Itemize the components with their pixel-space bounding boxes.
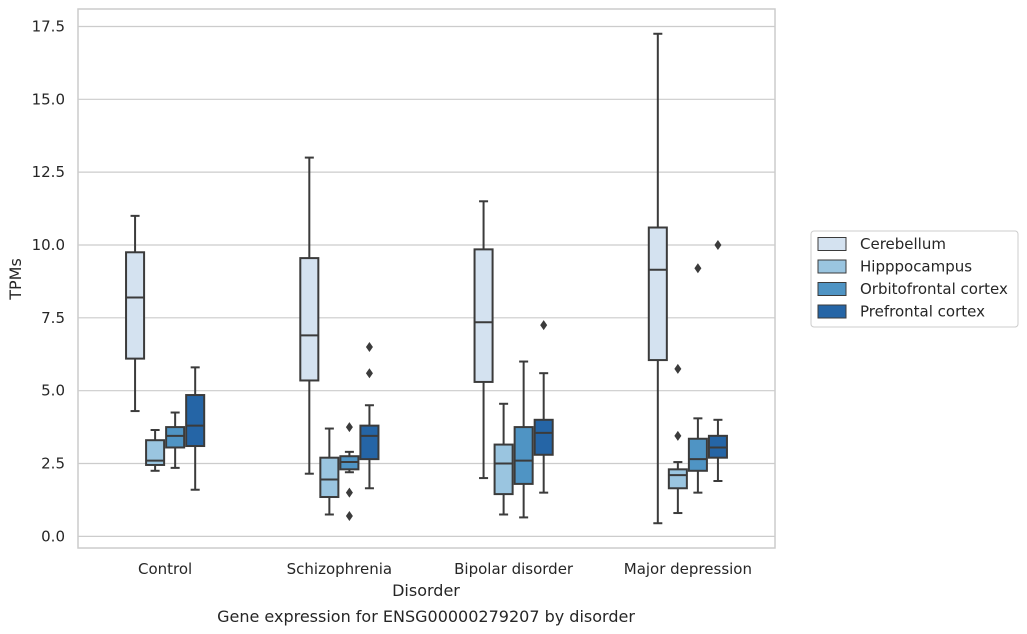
outlier-point bbox=[540, 320, 548, 331]
legend-swatch bbox=[817, 304, 847, 319]
plot-area-frame bbox=[77, 8, 776, 549]
box-orbitofrontal-cortex bbox=[165, 411, 186, 469]
legend-swatch bbox=[817, 259, 847, 274]
box-iqr bbox=[299, 257, 320, 382]
y-tick-label: 12.5 bbox=[32, 163, 65, 181]
box-orbitofrontal-cortex bbox=[339, 422, 360, 521]
legend-label: Prefrontal cortex bbox=[860, 303, 985, 321]
box-prefrontal-cortex bbox=[533, 320, 554, 494]
outlier-point bbox=[674, 363, 682, 374]
outlier-point bbox=[674, 430, 682, 441]
x-tick-label: Schizophrenia bbox=[287, 560, 392, 578]
box-iqr bbox=[145, 439, 166, 466]
x-tick-label: Bipolar disorder bbox=[454, 560, 574, 578]
box-hipppocampus bbox=[493, 402, 514, 516]
box-orbitofrontal-cortex bbox=[513, 360, 534, 519]
x-tick-label: Major depression bbox=[624, 560, 752, 578]
chart-caption: Gene expression for ENSG00000279207 by d… bbox=[217, 607, 635, 626]
box-hipppocampus bbox=[319, 427, 340, 516]
box-cerebellum bbox=[647, 32, 668, 525]
x-axis-title: Disorder bbox=[392, 581, 460, 600]
box-cerebellum bbox=[473, 200, 494, 480]
box-iqr bbox=[687, 437, 708, 472]
y-tick-label: 10.0 bbox=[32, 236, 65, 254]
box-cerebellum bbox=[299, 156, 320, 475]
box-iqr bbox=[165, 426, 186, 449]
box-iqr bbox=[473, 248, 494, 383]
box-iqr bbox=[513, 426, 534, 485]
box-iqr bbox=[533, 418, 554, 456]
legend-label: Orbitofrontal cortex bbox=[860, 280, 1008, 298]
y-tick-label: 7.5 bbox=[41, 309, 65, 327]
y-axis-ticks: 0.0 2.5 5.0 7.5 10.0 12.5 15.0 17.5 bbox=[32, 17, 65, 545]
legend-label: Hipppocampus bbox=[860, 258, 972, 276]
outlier-point bbox=[714, 239, 722, 250]
box-iqr bbox=[125, 251, 146, 360]
outlier-point bbox=[694, 263, 702, 274]
box-prefrontal-cortex bbox=[707, 239, 728, 482]
box-cerebellum bbox=[125, 214, 146, 413]
y-tick-label: 17.5 bbox=[32, 17, 65, 35]
box-iqr bbox=[319, 456, 340, 499]
outlier-point bbox=[345, 510, 353, 521]
y-tick-label: 5.0 bbox=[41, 382, 65, 400]
x-axis-ticks: Control Schizophrenia Bipolar disorder Majo… bbox=[138, 560, 752, 578]
box-prefrontal-cortex bbox=[185, 366, 206, 491]
box-iqr bbox=[359, 424, 380, 461]
legend: Cerebellum Hipppocampus Orbitofrontal cort… bbox=[810, 230, 1019, 328]
outlier-point bbox=[345, 422, 353, 433]
box-hipppocampus bbox=[667, 363, 688, 515]
y-tick-label: 0.0 bbox=[41, 527, 65, 545]
box-prefrontal-cortex bbox=[359, 341, 380, 490]
outlier-point bbox=[365, 341, 373, 352]
y-tick-label: 2.5 bbox=[41, 455, 65, 473]
y-tick-label: 15.0 bbox=[32, 90, 65, 108]
box-orbitofrontal-cortex bbox=[687, 263, 708, 494]
box-iqr bbox=[493, 443, 514, 496]
legend-label: Cerebellum bbox=[860, 235, 946, 253]
box-hipppocampus bbox=[145, 429, 166, 472]
outlier-point bbox=[365, 368, 373, 379]
legend-swatch bbox=[817, 282, 847, 296]
legend-frame bbox=[810, 230, 1019, 328]
legend-swatch bbox=[817, 237, 847, 251]
grid-lines bbox=[78, 25, 775, 537]
x-tick-label: Control bbox=[138, 560, 192, 578]
legend-items: Cerebellum Hipppocampus Orbitofrontal cort… bbox=[817, 235, 1008, 321]
box-iqr bbox=[185, 394, 206, 448]
box-series bbox=[125, 32, 728, 525]
outlier-point bbox=[345, 487, 353, 498]
box-iqr bbox=[667, 468, 688, 490]
box-iqr bbox=[647, 226, 668, 362]
y-axis-title: TPMs bbox=[6, 258, 25, 301]
